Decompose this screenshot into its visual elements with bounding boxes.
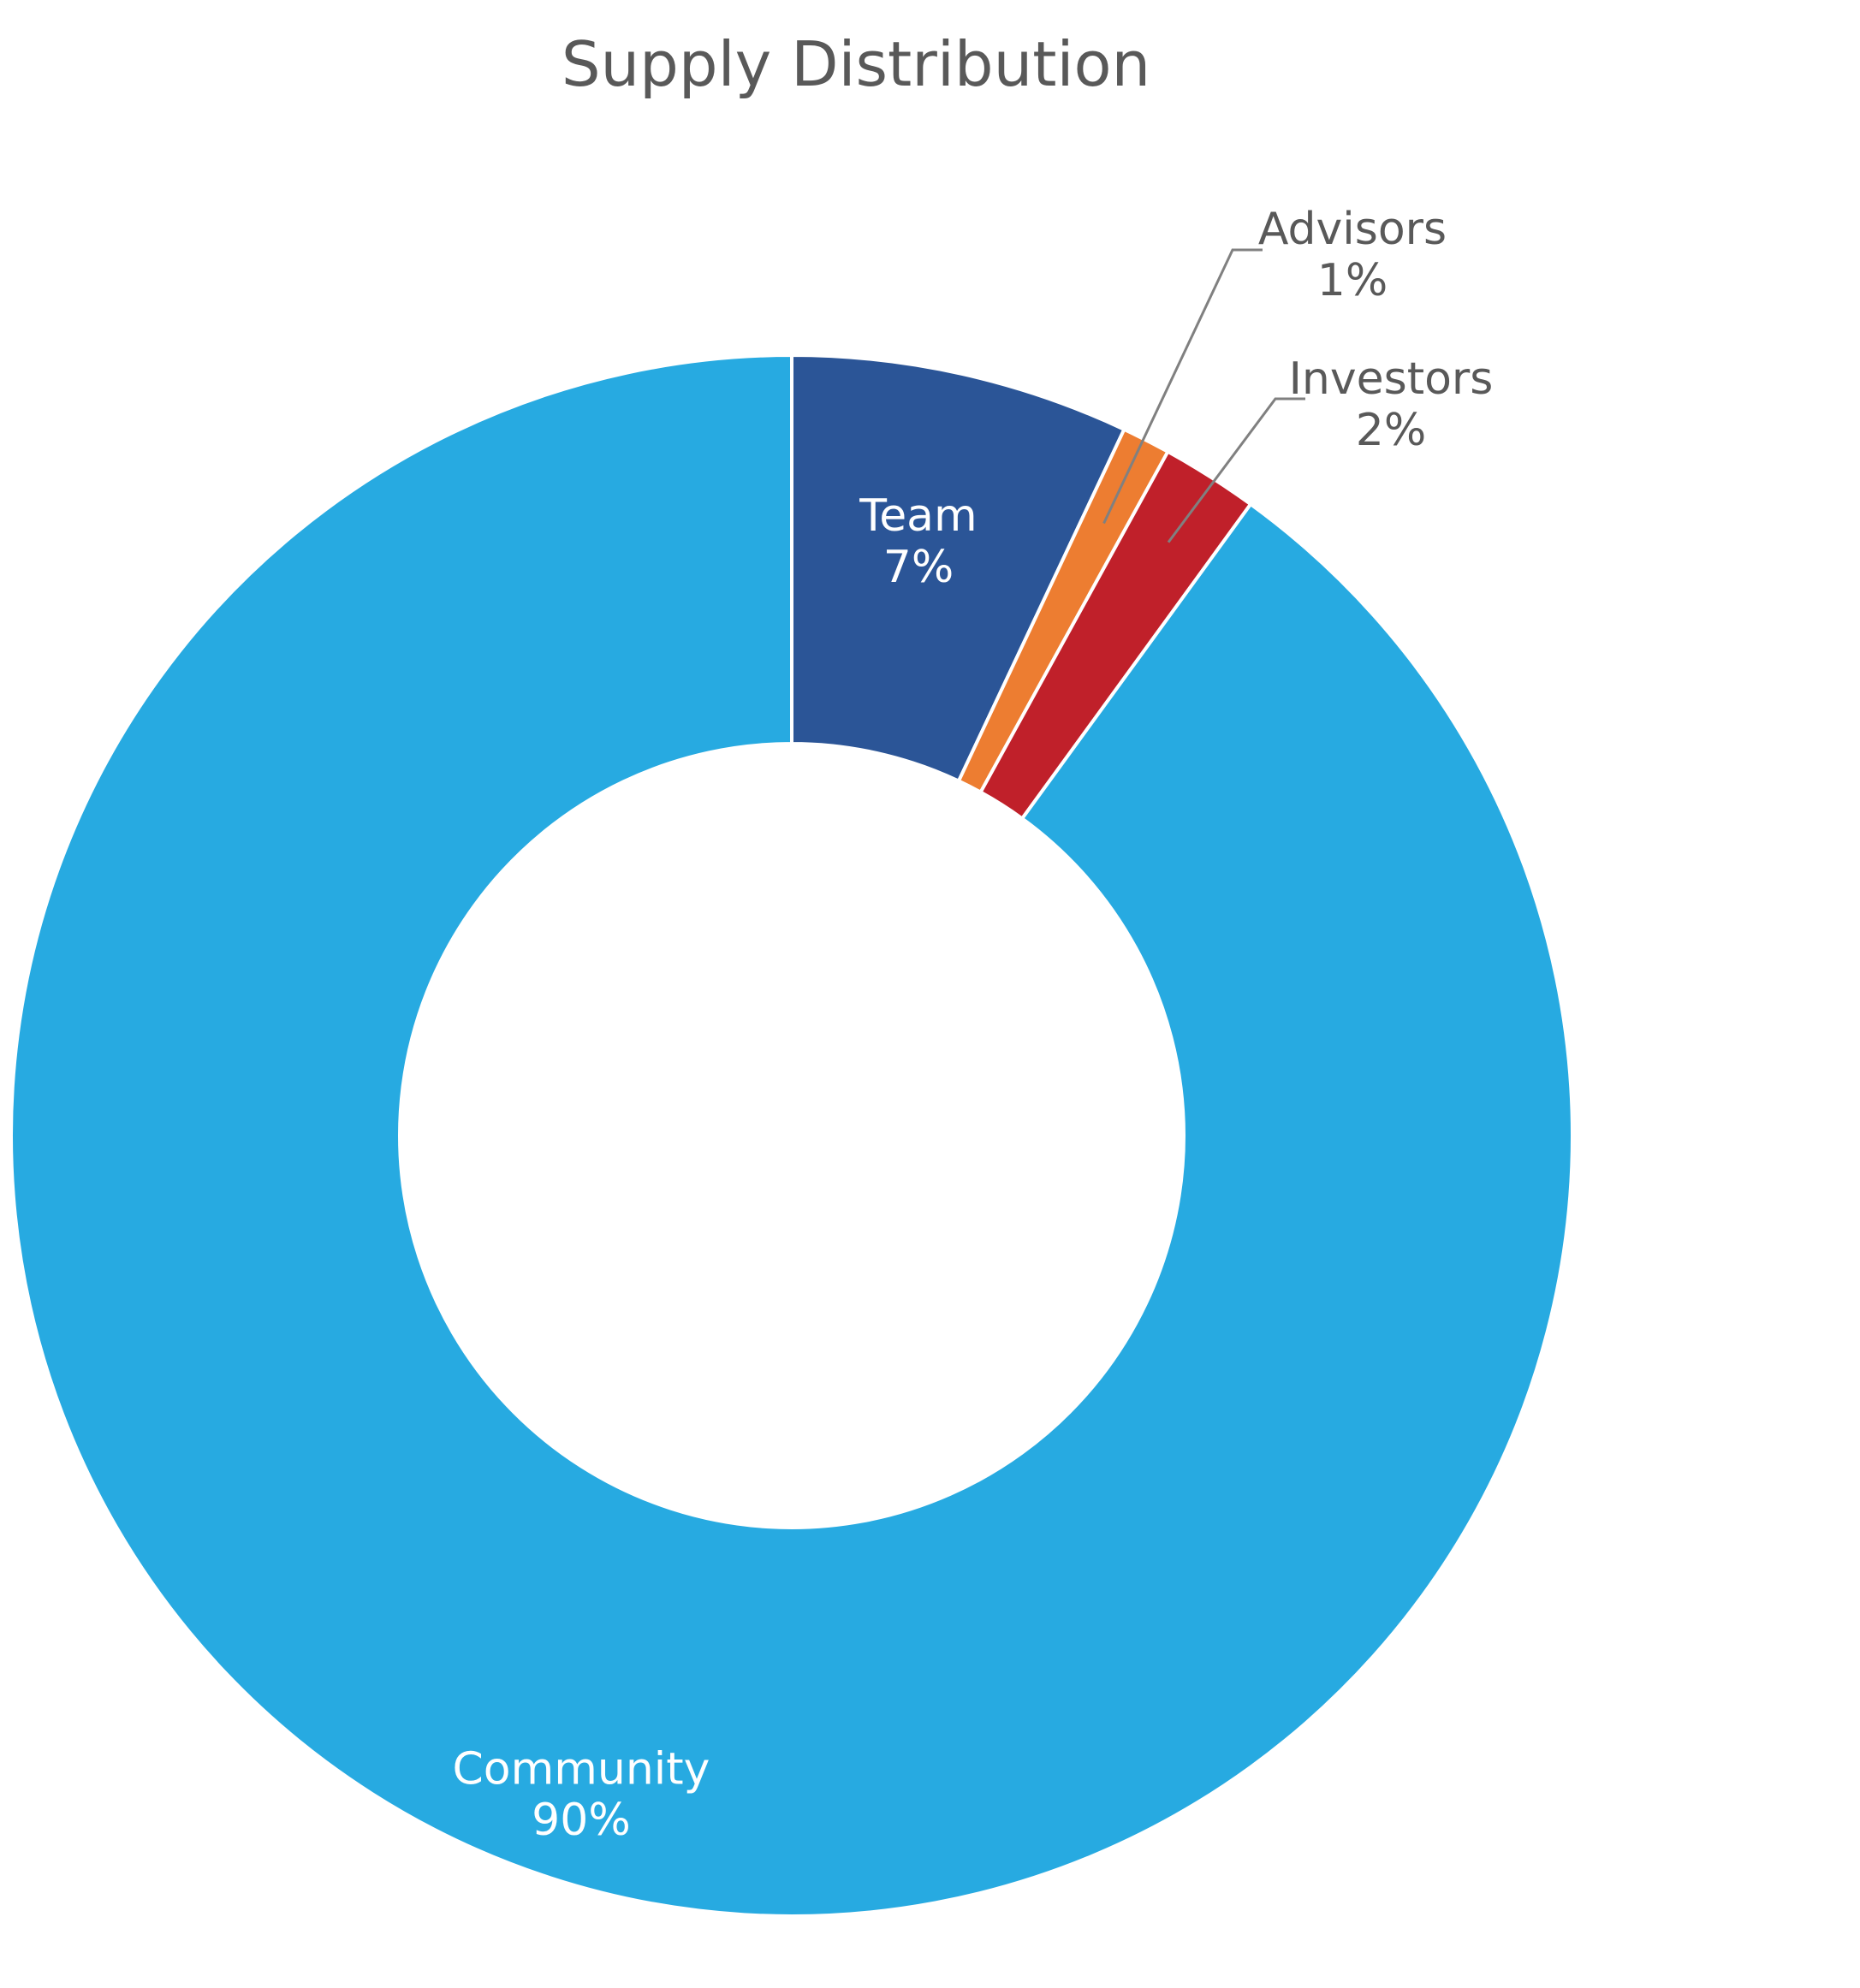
slices-group [9, 353, 1574, 1918]
chart-title: Supply Distribution [562, 28, 1150, 100]
data-label-advisors-value: 1% [1317, 255, 1388, 306]
data-label-community-name: Community [452, 1743, 710, 1795]
data-label-community-value: 90% [532, 1795, 631, 1846]
slice-community [9, 353, 1574, 1918]
data-label-team-name: Team [859, 490, 977, 542]
leader-line-advisors [1102, 248, 1263, 525]
data-label-advisors-name: Advisors [1258, 204, 1447, 255]
data-label-investors-value: 2% [1356, 405, 1427, 456]
data-label-advisors: Advisors 1% [1258, 204, 1447, 306]
data-label-investors: Investors 2% [1289, 353, 1494, 456]
labels-group: Team 7% Advisors 1% Investors 2% Community 90% [452, 204, 1493, 1846]
data-label-community: Community 90% [452, 1743, 710, 1846]
data-label-investors-name: Investors [1289, 353, 1494, 405]
data-label-team-value: 7% [883, 542, 954, 593]
data-label-team: Team 7% [859, 490, 977, 593]
leader-lines-group [1102, 248, 1305, 543]
leader-line-investors [1167, 397, 1305, 543]
